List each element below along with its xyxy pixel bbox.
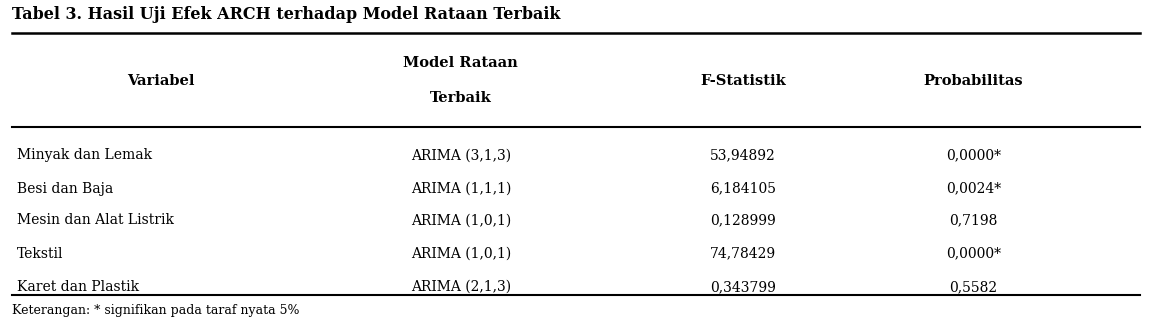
Text: 0,128999: 0,128999 xyxy=(710,213,776,227)
Text: 0,5582: 0,5582 xyxy=(949,280,998,294)
Text: Mesin dan Alat Listrik: Mesin dan Alat Listrik xyxy=(17,213,174,227)
Text: 53,94892: 53,94892 xyxy=(710,148,776,162)
Text: F-Statistik: F-Statistik xyxy=(700,74,786,88)
Text: Karet dan Plastik: Karet dan Plastik xyxy=(17,280,139,294)
Text: 0,7198: 0,7198 xyxy=(949,213,998,227)
Text: 0,0024*: 0,0024* xyxy=(946,182,1001,196)
Text: 0,0000*: 0,0000* xyxy=(946,247,1001,261)
Text: Tekstil: Tekstil xyxy=(17,247,63,261)
Text: Tabel 3. Hasil Uji Efek ARCH terhadap Model Rataan Terbaik: Tabel 3. Hasil Uji Efek ARCH terhadap Mo… xyxy=(12,6,560,23)
Text: 74,78429: 74,78429 xyxy=(710,247,776,261)
Text: 0,0000*: 0,0000* xyxy=(946,148,1001,162)
Text: ARIMA (1,1,1): ARIMA (1,1,1) xyxy=(410,182,511,196)
Text: Minyak dan Lemak: Minyak dan Lemak xyxy=(17,148,152,162)
Text: 0,343799: 0,343799 xyxy=(710,280,776,294)
Text: Terbaik: Terbaik xyxy=(430,91,492,105)
Text: Model Rataan: Model Rataan xyxy=(403,56,518,70)
Text: Besi dan Baja: Besi dan Baja xyxy=(17,182,114,196)
Text: Keterangan: * signifikan pada taraf nyata 5%: Keterangan: * signifikan pada taraf nyat… xyxy=(12,304,300,317)
Text: Probabilitas: Probabilitas xyxy=(924,74,1023,88)
Text: 6,184105: 6,184105 xyxy=(710,182,776,196)
Text: ARIMA (1,0,1): ARIMA (1,0,1) xyxy=(410,213,511,227)
Text: ARIMA (3,1,3): ARIMA (3,1,3) xyxy=(411,148,510,162)
Text: ARIMA (1,0,1): ARIMA (1,0,1) xyxy=(410,247,511,261)
Text: ARIMA (2,1,3): ARIMA (2,1,3) xyxy=(411,280,510,294)
Text: Variabel: Variabel xyxy=(128,74,195,88)
